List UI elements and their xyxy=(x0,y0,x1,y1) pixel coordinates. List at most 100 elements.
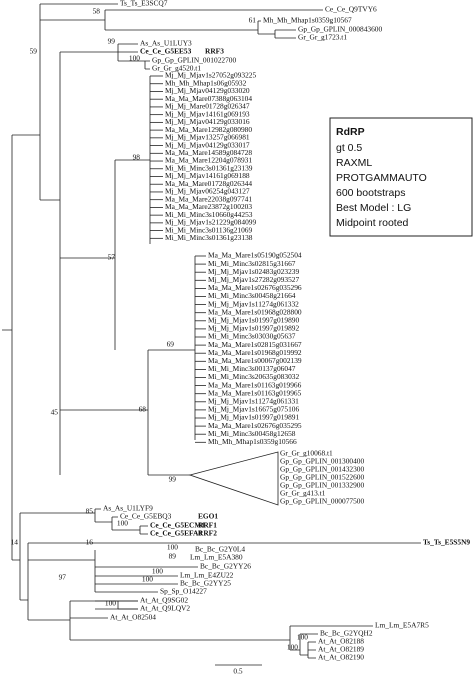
leaf-label: Mj_Mj_Mjav04129g033017 xyxy=(165,140,250,149)
collapsed-clade xyxy=(188,451,279,506)
leaf-label: Gp_Gp_GPLIN_001332900 xyxy=(280,481,364,490)
leaf-label: Mj_Mj_Mjav04129g033016 xyxy=(165,117,250,126)
leaf-label: Mj_Mj_Mjav1s27052g093225 xyxy=(165,71,256,80)
gene-tag: RRF1 xyxy=(198,521,217,530)
leaf-label: Mj_Mj_Mjav06254g043127 xyxy=(165,187,250,196)
leaf-label: Mi_Mi_Minc3s01136g21069 xyxy=(165,225,252,234)
leaf-label: Gr_Gr_g4520.t1 xyxy=(152,64,201,73)
bootstrap-value: 58 xyxy=(93,7,101,16)
leaf-label: Mj_Mj_Mjav13257g066981 xyxy=(165,133,250,142)
leaf-label: Mi_Mi_Minc3s01361g23139 xyxy=(165,163,253,172)
leaf-label: Mj_Mj_Mare01728g026347 xyxy=(165,102,250,111)
leaf-label: Mi_Mi_Minc3s02815g31667 xyxy=(208,259,296,268)
leaf-label: Mh_Mh_Mhap1s0359g10566 xyxy=(208,437,297,446)
bootstrap-value: 100 xyxy=(129,54,140,63)
legend-box xyxy=(329,117,473,237)
bootstrap-value: 68 xyxy=(139,405,147,414)
legend-line: RAXML xyxy=(336,157,372,169)
leaf-label: Ma_Ma_Mare1s01968g019992 xyxy=(208,348,302,357)
leaf-label: Ma_Ma_Mare14589g084728 xyxy=(165,148,252,157)
leaf-label: Mj_Mj_Mjav1s01997g019892 xyxy=(208,324,299,333)
leaf-label: At_At_Q9SG02 xyxy=(140,596,188,605)
leaf-label: Mi_Mi_Minc3s01361g23138 xyxy=(165,233,253,242)
leaf-label: Gp_Gp_GPLIN_001300400 xyxy=(280,457,364,466)
leaf-label: At_At_O82190 xyxy=(318,653,364,662)
leaf-label: Mj_Mj_Mjav1s01997g019890 xyxy=(208,316,299,325)
leaf-label: Ts_Ts_E5S5N9 xyxy=(423,538,470,547)
bootstrap-value: 99 xyxy=(108,37,116,46)
leaf-label: Ce_Ce_G5EE53 xyxy=(140,47,192,56)
leaf-label: At_At_O82189 xyxy=(318,645,364,654)
leaf-label: As_As_U1LUY3 xyxy=(140,39,192,48)
legend-line: Midpoint rooted xyxy=(336,217,409,229)
leaf-label: Ce_Ce_G5EFA8 xyxy=(150,529,202,538)
leaf-label: Ce_Ce_G5ECM1 xyxy=(150,521,205,530)
leaf-label: Gp_Gp_GPLIN_001522600 xyxy=(280,473,364,482)
leaf-label: Ts_Ts_E3SCQ7 xyxy=(120,0,168,8)
bootstrap-value: 100 xyxy=(105,599,116,608)
leaf-label: Ce_Ce_Q9TVY6 xyxy=(325,5,377,14)
leaf-label: Gp_Gp_GPLIN_000077500 xyxy=(280,497,364,506)
bootstrap-value: 85 xyxy=(86,507,94,516)
leaf-label: Mi_Mi_Minc3s00458g12658 xyxy=(208,429,296,438)
bootstrap-value: 100 xyxy=(152,567,163,576)
leaf-label: Mi_Mi_Minc3s10660g44253 xyxy=(165,210,253,219)
bootstrap-value: 100 xyxy=(287,643,298,652)
leaf-label: Gr_Gr_g10068.t1 xyxy=(280,449,333,458)
leaf-label: Lm_Lm_E4ZU22 xyxy=(180,571,234,580)
leaf-label: Ma_Ma_Mare23872g100203 xyxy=(165,202,252,211)
leaf-label: Ma_Ma_Mare1s02676g035295 xyxy=(208,421,302,430)
leaf-label: At_At_O82188 xyxy=(318,637,364,646)
leaf-label: Ma_Ma_Mare1s01163g019965 xyxy=(208,388,302,397)
leaf-label: Sp_Sp_O14227 xyxy=(160,587,207,596)
gene-tag: RRF3 xyxy=(205,47,224,56)
leaf-label: Bc_Bc_G2YY25 xyxy=(180,579,231,588)
leaf-label: Ma_Ma_Mare1s00067g002139 xyxy=(208,356,302,365)
leaf-label: At_At_O82504 xyxy=(110,613,156,622)
leaf-label: Bc_Bc_G2Y0L4 xyxy=(195,545,245,554)
leaf-label: Ma_Ma_Mare1s02815g031667 xyxy=(208,340,302,349)
bootstrap-value: 100 xyxy=(142,575,153,584)
leaf-label: Ma_Ma_Mare1s02676g035296 xyxy=(208,283,302,292)
leaf-label: Ma_Ma_Mare1s01163g019966 xyxy=(208,380,302,389)
leaf-label: Lm_Lm_E5A380 xyxy=(190,553,243,562)
bootstrap-value: 57 xyxy=(108,253,116,262)
leaf-label: Mj_Mj_Mjav14161g069193 xyxy=(165,109,250,118)
leaf-label: Ma_Ma_Mare1s01968g028800 xyxy=(208,307,302,316)
bootstrap-value: 69 xyxy=(167,340,175,349)
leaf-label: Ma_Ma_Mare07388g063104 xyxy=(165,94,252,103)
leaf-label: Ma_Ma_Mare22038g097741 xyxy=(165,194,252,203)
leaf-label: Gp_Gp_GPLIN_001432300 xyxy=(280,465,364,474)
leaf-label: Lm_Lm_E5A7R5 xyxy=(375,621,429,630)
leaf-label: Ma_Ma_Mare12982g080980 xyxy=(165,125,252,134)
leaf-label: Mi_Mi_Minc3s00137g06047 xyxy=(208,364,296,373)
leaf-label: Bc_Bc_G2YY26 xyxy=(200,562,251,571)
leaf-label: Mh_Mh_Mhap1s0359g10567 xyxy=(263,16,352,25)
legend-line: 600 bootstraps xyxy=(336,187,405,199)
bootstrap-value: 45 xyxy=(51,408,59,417)
leaf-label: Mj_Mj_Mjav1s11274g061331 xyxy=(208,397,299,406)
leaf-label: Mj_Mj_Mjav1s16675g075106 xyxy=(208,405,299,414)
legend-line: Best Model : LG xyxy=(336,202,411,214)
leaf-label: Gp_Gp_GPLIN_001022700 xyxy=(152,56,236,65)
leaf-label: Gr_Gr_g1723.t1 xyxy=(298,33,347,42)
bootstrap-value: 99 xyxy=(169,475,177,484)
leaf-label: Mi_Mi_Minc3s03030g05637 xyxy=(208,332,296,341)
leaf-label: Mh_Mh_Mhap1s06g05932 xyxy=(165,78,247,87)
legend: RdRP gt 0.5 RAXML PROTGAMMAUTO 600 bootstra… xyxy=(329,117,473,237)
bootstrap-value: 100 xyxy=(167,543,178,552)
leaf-label: Mj_Mj_Mjav1s11274g061332 xyxy=(208,299,299,308)
bootstrap-value: 61 xyxy=(249,16,257,25)
scale-label: 0.5 xyxy=(233,667,243,675)
branches xyxy=(2,3,421,659)
bootstrap-value: 59 xyxy=(30,47,38,56)
leaf-label: Gr_Gr_g413.t1 xyxy=(280,489,326,498)
gene-tag: RRF2 xyxy=(198,529,217,538)
leaf-label: Mj_Mj_Mjav04129g033020 xyxy=(165,86,250,95)
bootstrap-value: 14 xyxy=(11,538,19,547)
leaf-label: Mj_Mj_Mjav1s27282g093527 xyxy=(208,275,299,284)
leaf-label: Mi_Mi_Minc3s20635g083032 xyxy=(208,372,299,381)
bootstrap-value: 97 xyxy=(59,573,67,582)
legend-line: gt 0.5 xyxy=(336,142,362,154)
